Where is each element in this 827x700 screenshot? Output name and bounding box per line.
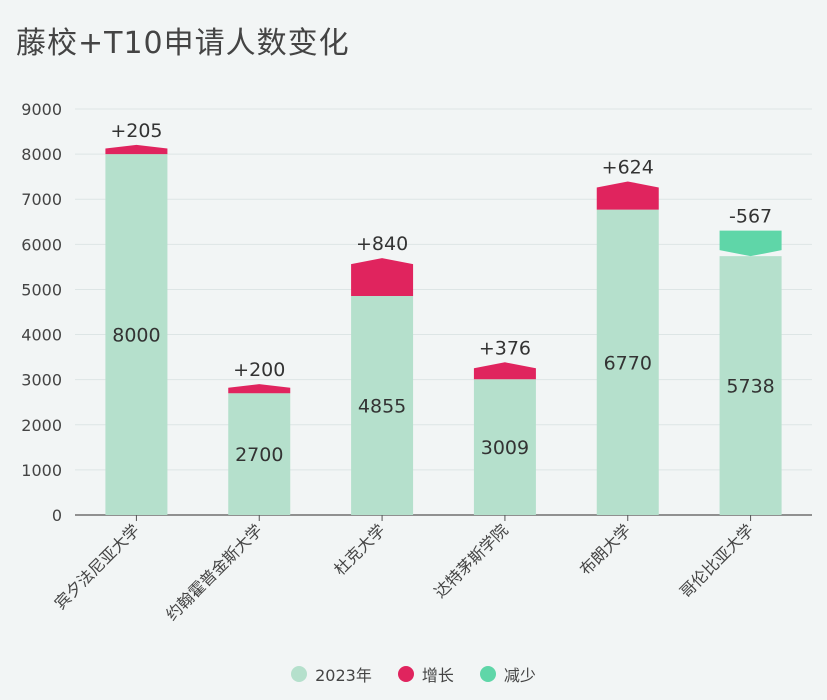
bar-2023: [719, 256, 782, 515]
value-label: 5738: [726, 376, 774, 398]
bar-2023: [596, 209, 659, 515]
category-label: 布朗大学: [576, 520, 635, 579]
delta-label: -567: [729, 206, 772, 228]
delta-label: +376: [479, 337, 531, 359]
legend-swatch-increase: [397, 666, 414, 682]
legend-item-base[interactable]: 2023年: [291, 662, 372, 686]
bar-2023: [473, 379, 536, 515]
delta-label: +200: [233, 359, 285, 381]
value-label: 2700: [235, 444, 283, 466]
category-label: 达特茅斯学院: [430, 520, 511, 601]
legend-item-decrease[interactable]: 减少: [479, 662, 536, 686]
bar-2023: [228, 393, 291, 515]
category-label: 约翰霍普金斯大学: [162, 520, 266, 624]
bar-2023: [105, 154, 168, 515]
y-tick-label: 0: [52, 506, 62, 525]
value-label: 4855: [358, 395, 406, 417]
y-tick-label: 3000: [21, 371, 62, 390]
bar-decrease: [719, 230, 782, 257]
gridlines: [75, 108, 812, 471]
legend-swatch-decrease: [479, 666, 496, 682]
y-tick-label: 9000: [21, 100, 62, 119]
legend-swatch-base: [291, 666, 308, 682]
bar-increase: [105, 144, 168, 155]
value-label: 6770: [604, 352, 652, 374]
value-label: 3009: [481, 437, 529, 459]
legend-label-base: 2023年: [315, 666, 372, 685]
legend-label-increase: 增长: [421, 666, 454, 685]
legend-item-increase[interactable]: 增长: [397, 662, 454, 686]
delta-label: +205: [110, 120, 162, 142]
bars: [105, 144, 782, 515]
delta-label: +624: [602, 156, 654, 178]
y-tick-label: 5000: [21, 280, 62, 299]
y-tick-label: 2000: [21, 416, 62, 435]
value-label: 8000: [112, 325, 160, 347]
bar-increase: [228, 384, 291, 394]
y-tick-label: 1000: [21, 461, 62, 480]
y-tick-label: 6000: [21, 235, 62, 254]
chart-title: 藤校+T10申请人数变化: [16, 26, 350, 61]
bar-increase: [596, 181, 659, 210]
bar-increase: [473, 362, 536, 380]
y-tick-label: 7000: [21, 190, 62, 209]
y-tick-label: 4000: [21, 326, 62, 345]
legend-label-decrease: 减少: [503, 666, 536, 685]
legend: 2023年 增长 减少: [0, 662, 827, 686]
category-label: 宾夕法尼亚大学: [51, 520, 144, 613]
category-label: 杜克大学: [330, 520, 389, 579]
bar-increase: [351, 258, 414, 296]
axes: 0 1000 2000 3000 4000 5000 6000 7000 8000 9000: [21, 100, 812, 525]
category-label: 哥伦比亚大学: [676, 520, 757, 601]
bar-2023: [351, 295, 414, 515]
delta-label: +840: [356, 233, 408, 255]
y-tick-label: 8000: [21, 145, 62, 164]
